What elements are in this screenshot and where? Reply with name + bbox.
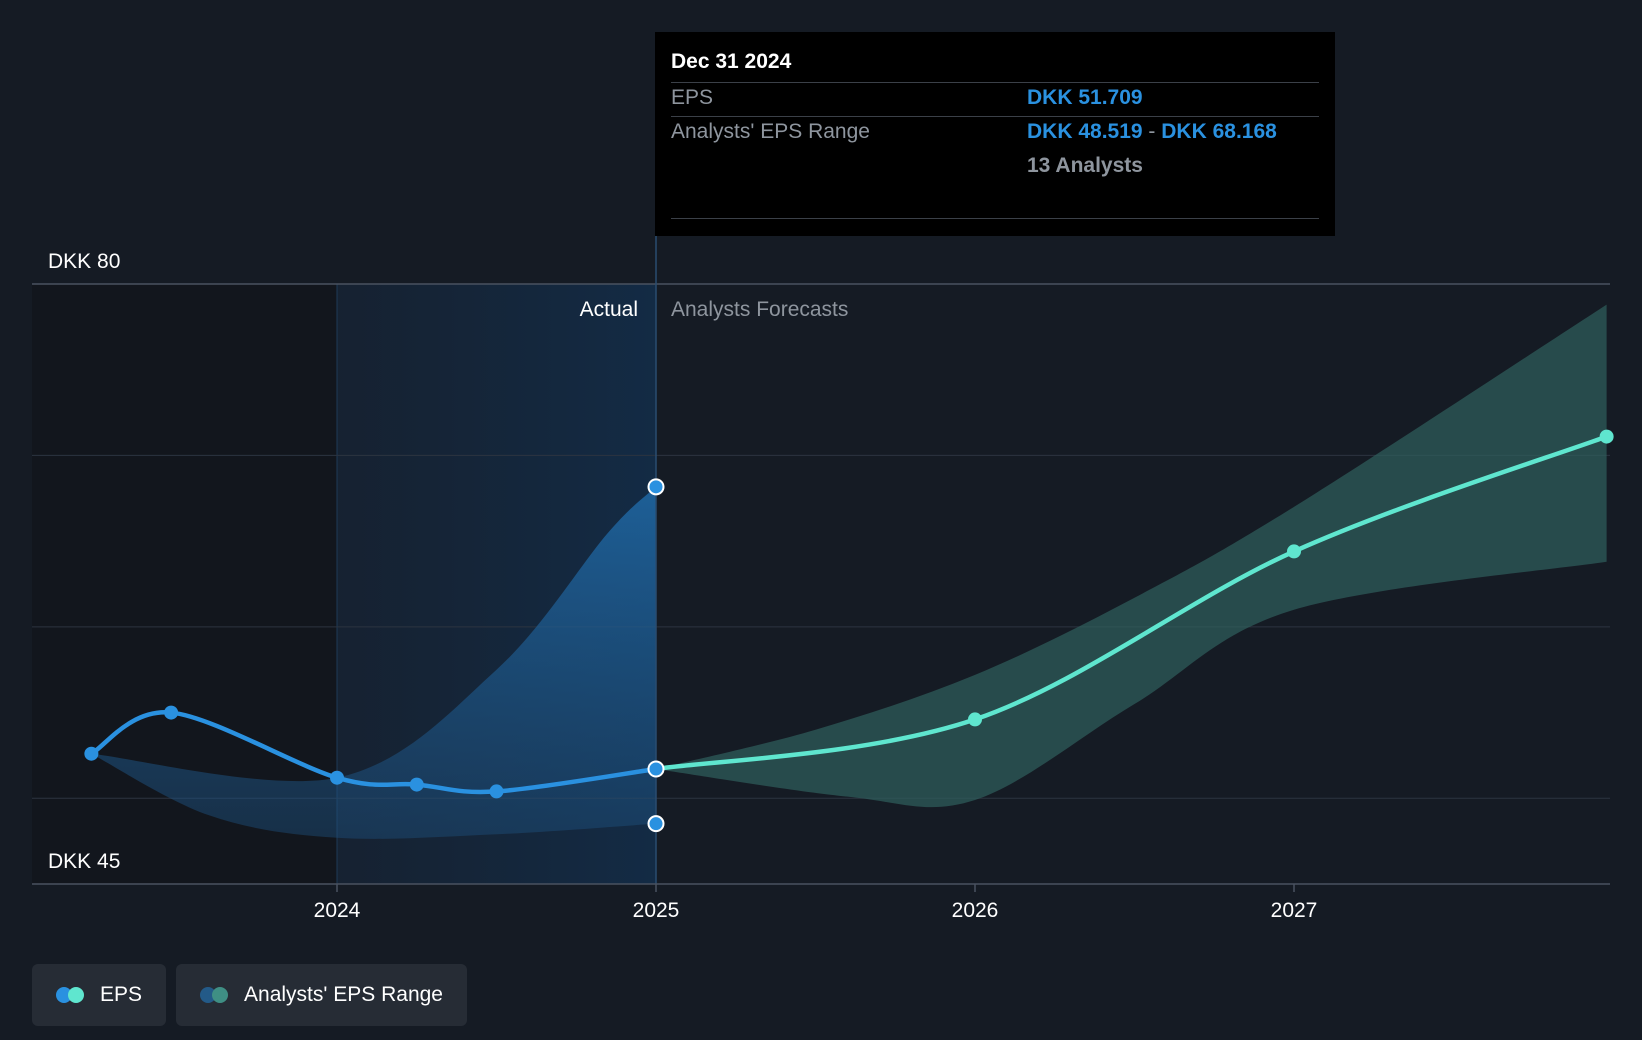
x-tick-label: 2025 xyxy=(633,899,680,922)
tooltip: Dec 31 2024 EPS DKK 51.709 Analysts' EPS… xyxy=(655,32,1335,236)
x-tick-label: 2024 xyxy=(314,899,361,922)
actual-label: Actual xyxy=(580,298,638,321)
tooltip-range-high: DKK 68.168 xyxy=(1161,120,1277,143)
tooltip-eps-label: EPS xyxy=(671,86,714,109)
legend-range-swatch-icon xyxy=(200,986,230,1004)
tooltip-date: Dec 31 2024 xyxy=(671,50,792,73)
tooltip-divider xyxy=(671,116,1319,117)
tooltip-divider xyxy=(671,82,1319,83)
tooltip-analyst-count: 13 Analysts xyxy=(1027,154,1143,177)
eps-forecast-point[interactable] xyxy=(968,712,982,727)
legend-eps-label: EPS xyxy=(100,983,143,1006)
forecast-label: Analysts Forecasts xyxy=(671,298,848,321)
actual-eps-range-area xyxy=(91,486,657,839)
actual-eps-line xyxy=(89,710,659,795)
tooltip-eps-value: DKK 51.709 xyxy=(1027,86,1143,109)
x-tick-label: 2027 xyxy=(1271,899,1318,922)
y-max-label: DKK 80 xyxy=(48,250,120,273)
legend-item-range[interactable]: Analysts' EPS Range xyxy=(176,964,467,1026)
y-min-label: DKK 45 xyxy=(48,850,120,873)
legend-range-label: Analysts' EPS Range xyxy=(244,983,443,1006)
forecast-eps-line xyxy=(653,434,1609,772)
eps-actual-point[interactable] xyxy=(330,770,344,785)
eps-actual-point[interactable] xyxy=(164,705,179,720)
range-low-point[interactable] xyxy=(647,815,665,833)
eps-actual-point[interactable] xyxy=(84,746,99,761)
legend: EPS Analysts' EPS Range xyxy=(32,964,467,1026)
tooltip-range-separator: - xyxy=(1148,120,1156,143)
range-high-point[interactable] xyxy=(647,478,665,496)
forecast-eps-range-area xyxy=(656,304,1607,808)
legend-eps-swatch-icon xyxy=(56,986,86,1004)
legend-dot xyxy=(212,987,229,1003)
eps-forecast-point[interactable] xyxy=(1599,429,1614,444)
eps-actual-point[interactable] xyxy=(409,777,424,792)
tooltip-range-label: Analysts' EPS Range xyxy=(671,120,870,143)
tooltip-divider xyxy=(671,218,1319,219)
x-tick-label: 2026 xyxy=(952,899,999,922)
eps-actual-point[interactable] xyxy=(489,784,504,799)
legend-item-eps[interactable]: EPS xyxy=(32,964,167,1026)
tooltip-range-value: DKK 48.519 - DKK 68.168 xyxy=(1027,120,1277,144)
legend-dot xyxy=(68,987,84,1003)
eps-actual-point[interactable] xyxy=(647,760,665,778)
tooltip-range-low: DKK 48.519 xyxy=(1027,120,1143,143)
eps-forecast-point[interactable] xyxy=(1287,544,1301,559)
